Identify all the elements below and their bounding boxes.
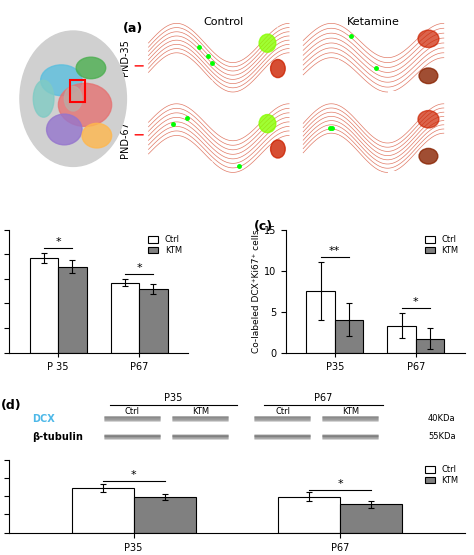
Text: P67: P67 [314,393,333,403]
Text: DCX: DCX [32,413,55,423]
Text: 55KDa: 55KDa [428,432,456,441]
Text: *: * [413,297,419,307]
Text: (a): (a) [123,22,144,34]
Text: KTM: KTM [342,407,359,416]
Text: *: * [55,237,61,247]
Text: PND-35: PND-35 [120,39,130,76]
Bar [387,326,416,352]
Bar [278,497,340,533]
Bar [340,504,402,533]
Bar [306,291,335,352]
Text: Ketamine: Ketamine [347,17,400,27]
Legend: Ctrl, KTM: Ctrl, KTM [423,234,460,257]
Text: KTM: KTM [192,407,209,416]
Text: (d): (d) [0,399,21,412]
Text: (c): (c) [254,220,273,233]
Bar [58,266,87,352]
Bar [30,258,58,352]
Text: PND-67: PND-67 [120,122,130,158]
Text: P35: P35 [164,393,182,403]
Text: 40KDa: 40KDa [428,414,456,423]
Text: Ctrl: Ctrl [125,407,140,416]
Text: **: ** [329,246,340,256]
Bar [335,320,363,352]
Text: Ctrl: Ctrl [275,407,290,416]
Bar [416,339,444,352]
Text: Control: Control [203,17,244,27]
Text: β-tubulin: β-tubulin [32,432,83,442]
Text: *: * [137,263,142,273]
Text: *: * [337,479,343,489]
Y-axis label: Co-labeled DCX⁺Ki67⁺ cells: Co-labeled DCX⁺Ki67⁺ cells [252,229,261,353]
Bar [72,488,134,533]
Bar [139,289,168,352]
Bar [134,497,196,533]
Legend: Ctrl, KTM: Ctrl, KTM [146,234,184,257]
Text: *: * [131,470,137,480]
Legend: Ctrl, KTM: Ctrl, KTM [423,463,460,487]
Bar [111,282,139,352]
